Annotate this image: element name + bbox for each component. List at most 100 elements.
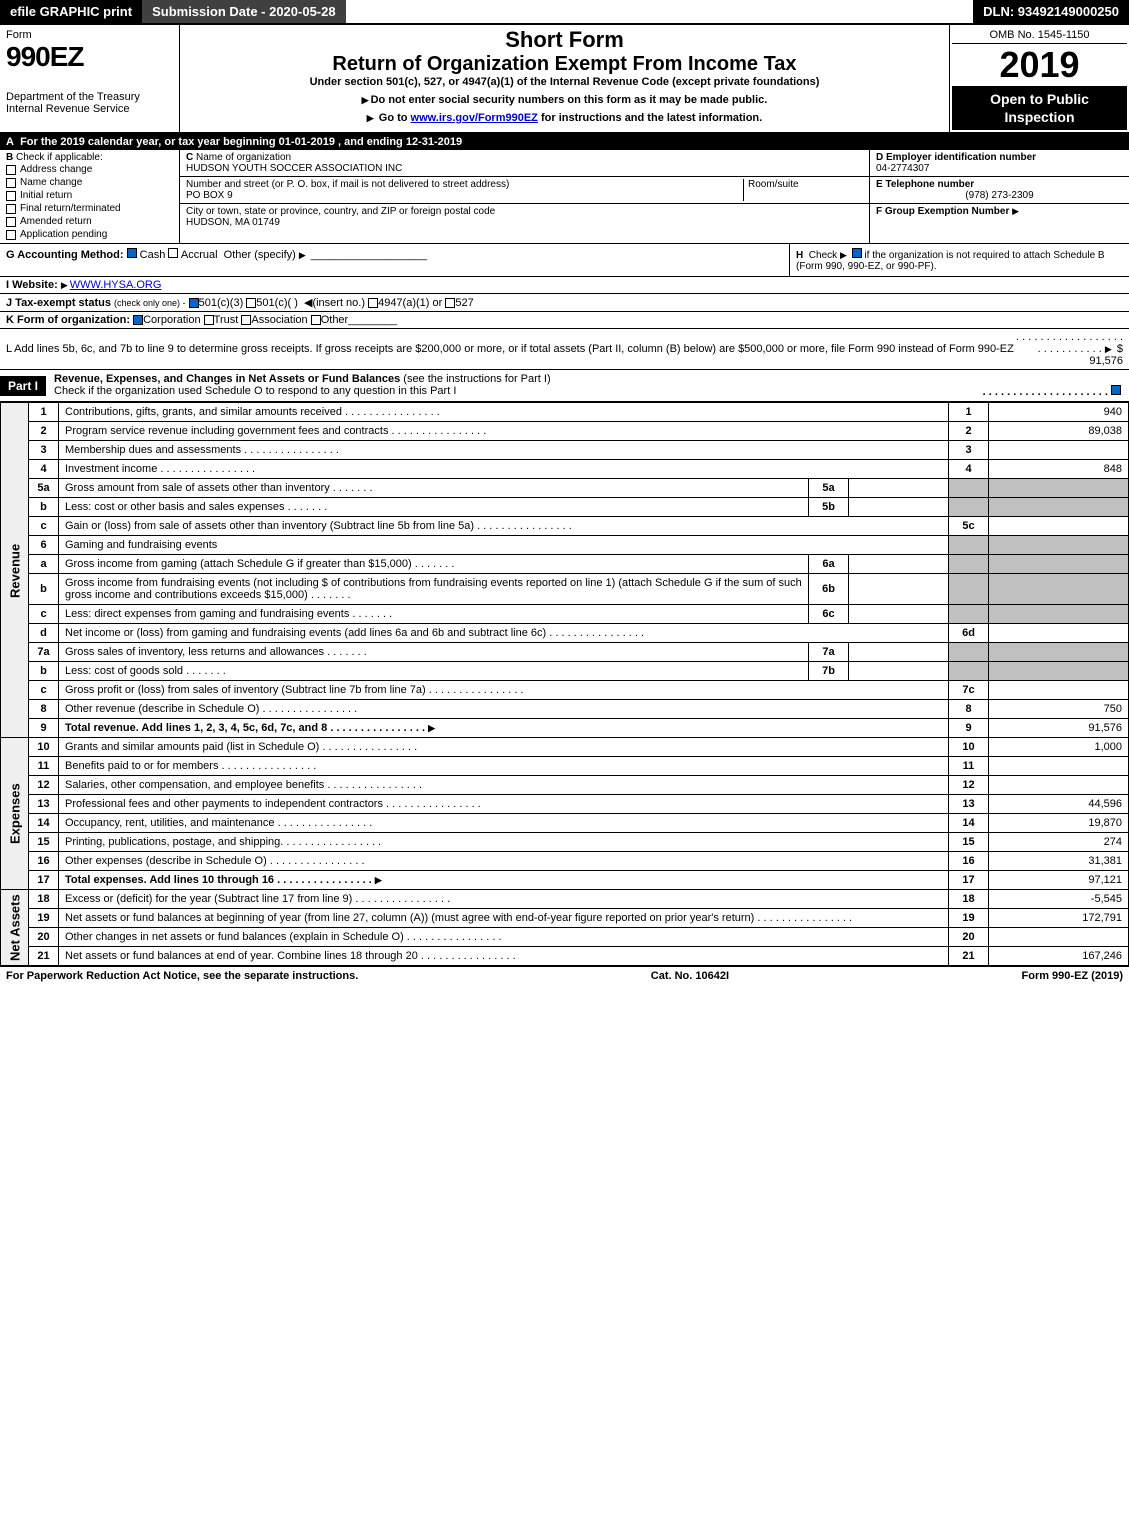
right-line-number: 21 (949, 947, 989, 966)
checkbox-501c3[interactable] (189, 298, 199, 308)
phone-value: (978) 273-2309 (876, 190, 1123, 201)
line-value: 89,038 (989, 422, 1129, 441)
checkbox-name-change[interactable] (6, 178, 16, 188)
instructions-link[interactable]: www.irs.gov/Form990EZ (411, 112, 538, 124)
table-row: 15Printing, publications, postage, and s… (1, 833, 1129, 852)
right-line-number (949, 574, 989, 605)
tax-year: 2019 (952, 44, 1127, 86)
table-row: bGross income from fundraising events (n… (1, 574, 1129, 605)
irs-label: Internal Revenue Service (6, 103, 173, 115)
right-line-number: 13 (949, 795, 989, 814)
line-desc: Other revenue (describe in Schedule O) .… (59, 700, 949, 719)
checkbox-501c[interactable] (246, 298, 256, 308)
line-desc: Other expenses (describe in Schedule O) … (59, 852, 949, 871)
checkbox-accrual[interactable] (168, 248, 178, 258)
line-desc: Occupancy, rent, utilities, and maintena… (59, 814, 949, 833)
line-number: 12 (29, 776, 59, 795)
checkbox-schedule-b[interactable] (852, 248, 862, 258)
checkbox-cash[interactable] (127, 248, 137, 258)
checkbox-initial-return[interactable] (6, 191, 16, 201)
checkbox-corporation[interactable] (133, 315, 143, 325)
line-desc: Gain or (loss) from sale of assets other… (59, 517, 949, 536)
line-value: 274 (989, 833, 1129, 852)
line-number: 19 (29, 909, 59, 928)
line-number: 1 (29, 403, 59, 422)
checkbox-address-change[interactable] (6, 165, 16, 175)
line-desc: Net income or (loss) from gaming and fun… (59, 624, 949, 643)
part-1-label: Part I (0, 376, 46, 396)
checkbox-schedule-o[interactable] (1111, 385, 1121, 395)
line-value (989, 757, 1129, 776)
top-bar: efile GRAPHIC print Submission Date - 20… (0, 0, 1129, 25)
right-line-number (949, 662, 989, 681)
section-label: Expenses (1, 738, 29, 890)
line-number: 11 (29, 757, 59, 776)
ein-value: 04-2774307 (876, 163, 929, 174)
line-number: 5a (29, 479, 59, 498)
section-d-e-f: D Employer identification number 04-2774… (869, 150, 1129, 243)
line-value: 167,246 (989, 947, 1129, 966)
right-line-number: 10 (949, 738, 989, 757)
omb-number: OMB No. 1545-1150 (952, 27, 1127, 44)
table-row: 8Other revenue (describe in Schedule O) … (1, 700, 1129, 719)
section-b: B Check if applicable: Address change Na… (0, 150, 180, 243)
checkbox-association[interactable] (241, 315, 251, 325)
form-ref: Form 990-EZ (2019) (1022, 970, 1123, 982)
org-name: HUDSON YOUTH SOCCER ASSOCIATION INC (186, 163, 402, 174)
right-line-number: 3 (949, 441, 989, 460)
sub-line-number: 6b (809, 574, 849, 605)
line-number: 16 (29, 852, 59, 871)
line-number: 18 (29, 890, 59, 909)
line-value: 97,121 (989, 871, 1129, 890)
line-desc: Total expenses. Add lines 10 through 16 … (59, 871, 949, 890)
table-row: 4Investment income . . . . . . . . . . .… (1, 460, 1129, 479)
form-header: Form 990EZ Department of the Treasury In… (0, 25, 1129, 134)
checkbox-other[interactable] (311, 315, 321, 325)
line-number: 2 (29, 422, 59, 441)
right-line-number: 12 (949, 776, 989, 795)
sub-value (849, 498, 949, 517)
row-a-period: A For the 2019 calendar year, or tax yea… (0, 134, 1129, 150)
table-row: 16Other expenses (describe in Schedule O… (1, 852, 1129, 871)
checkbox-4947[interactable] (368, 298, 378, 308)
line-value: 940 (989, 403, 1129, 422)
sub-value (849, 574, 949, 605)
right-line-number: 8 (949, 700, 989, 719)
right-line-number (949, 536, 989, 555)
sub-value (849, 643, 949, 662)
section-label: Revenue (1, 403, 29, 738)
line-value: 750 (989, 700, 1129, 719)
line-value: 19,870 (989, 814, 1129, 833)
line-number: 17 (29, 871, 59, 890)
line-desc: Less: cost of goods sold . . . . . . . (59, 662, 809, 681)
sub-line-number: 7a (809, 643, 849, 662)
line-number: 8 (29, 700, 59, 719)
efile-print-button[interactable]: efile GRAPHIC print (0, 0, 142, 23)
line-number: 14 (29, 814, 59, 833)
sub-value (849, 605, 949, 624)
line-desc: Membership dues and assessments . . . . … (59, 441, 949, 460)
dept-label: Department of the Treasury (6, 91, 173, 103)
part-1-table: Revenue1Contributions, gifts, grants, an… (0, 402, 1129, 966)
street-address: PO BOX 9 (186, 190, 233, 201)
line-l: L Add lines 5b, 6c, and 7b to line 9 to … (0, 329, 1129, 370)
line-value: 848 (989, 460, 1129, 479)
right-line-number: 14 (949, 814, 989, 833)
line-desc: Contributions, gifts, grants, and simila… (59, 403, 949, 422)
line-value (989, 662, 1129, 681)
table-row: 19Net assets or fund balances at beginni… (1, 909, 1129, 928)
checkbox-application-pending[interactable] (6, 230, 16, 240)
right-line-number: 5c (949, 517, 989, 536)
checkbox-trust[interactable] (204, 315, 214, 325)
cat-no: Cat. No. 10642I (651, 970, 729, 982)
line-j: J Tax-exempt status (check only one) - 5… (0, 294, 1129, 312)
checkbox-final-return[interactable] (6, 204, 16, 214)
paperwork-notice: For Paperwork Reduction Act Notice, see … (6, 970, 358, 982)
checkbox-amended-return[interactable] (6, 217, 16, 227)
checkbox-527[interactable] (445, 298, 455, 308)
sub-line-number: 6a (809, 555, 849, 574)
right-line-number: 16 (949, 852, 989, 871)
line-desc: Program service revenue including govern… (59, 422, 949, 441)
table-row: 7aGross sales of inventory, less returns… (1, 643, 1129, 662)
website-link[interactable]: WWW.HYSA.ORG (70, 279, 162, 291)
